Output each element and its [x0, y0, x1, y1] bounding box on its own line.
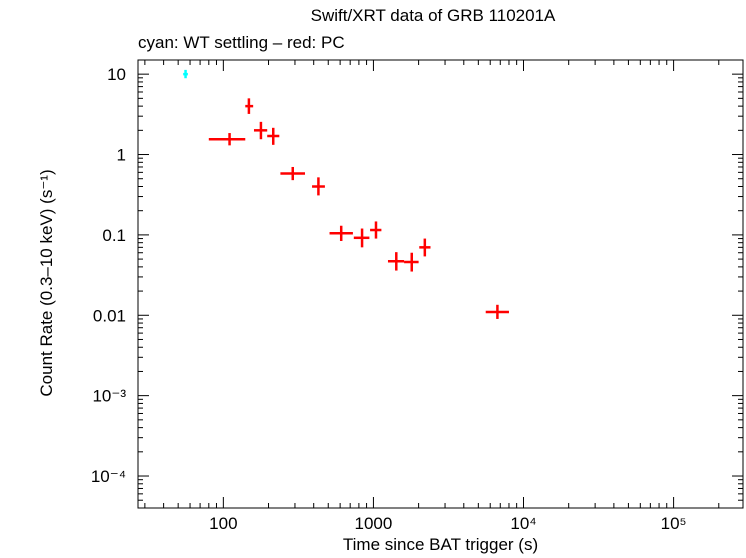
plot-frame — [137, 59, 744, 509]
axis-tick-labels: 100 1000 10⁴ 10⁵ 10 1 0.1 0.01 10⁻³ 10⁻⁴ — [91, 65, 687, 533]
data-point — [253, 121, 268, 140]
chart-title: Swift/XRT data of GRB 110201A — [310, 6, 556, 25]
data-point — [183, 69, 188, 79]
data-point — [280, 166, 306, 181]
y-tick-label: 1 — [117, 146, 126, 165]
data-point — [404, 252, 419, 272]
data-points — [183, 69, 509, 319]
y-tick-label: 10⁻³ — [92, 387, 126, 406]
data-point — [419, 238, 431, 257]
y-tick-label: 10 — [107, 65, 126, 84]
chart-subtitle: cyan: WT settling – red: PC — [138, 33, 345, 52]
x-tick-label: 1000 — [355, 514, 393, 533]
y-tick-label: 0.01 — [93, 306, 126, 325]
y-tick-label: 10⁻⁴ — [91, 467, 126, 486]
data-point — [485, 304, 509, 319]
data-point — [245, 98, 254, 114]
x-tick-label: 10⁵ — [661, 514, 687, 533]
data-point — [370, 221, 382, 239]
axis-ticks — [138, 60, 743, 509]
data-point — [312, 177, 325, 196]
data-point — [353, 228, 370, 248]
data-point — [329, 225, 353, 241]
y-tick-label: 0.1 — [102, 226, 126, 245]
data-point — [267, 127, 280, 145]
x-tick-label: 10⁴ — [510, 514, 536, 533]
x-axis-label: Time since BAT trigger (s) — [342, 535, 539, 554]
x-tick-label: 100 — [209, 514, 237, 533]
data-point — [208, 133, 246, 146]
data-point — [387, 252, 405, 271]
